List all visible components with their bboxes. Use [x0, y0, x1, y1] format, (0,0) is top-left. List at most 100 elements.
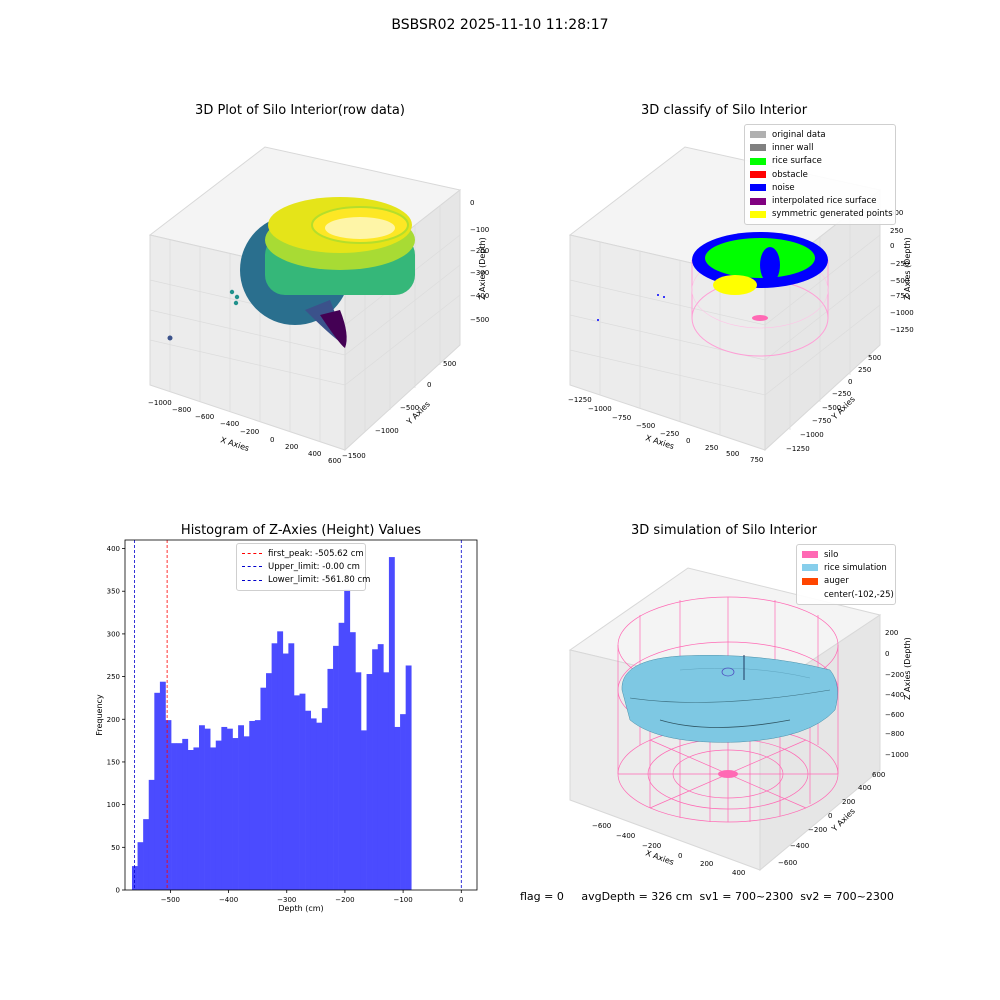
legend-item: symmetric generated points [750, 208, 893, 221]
histogram-bar [333, 645, 339, 890]
p4-y-tick: 400 [858, 784, 871, 792]
p2-z-tick: −500 [890, 277, 909, 285]
p4-z-tick: −600 [885, 711, 904, 719]
histogram-bar [305, 710, 312, 890]
histogram-bar [266, 673, 272, 890]
p2-y-tick: −500 [822, 404, 841, 412]
p2-y-tick: 250 [858, 366, 871, 374]
x-tick-label: 0 [459, 896, 463, 904]
p4-x-label: X Axies [644, 848, 675, 867]
simulation-3d-plot: 200 0 −200 −400 −600 −800 −1000 Z Axies … [568, 567, 912, 877]
p4-y-tick: 200 [842, 798, 855, 806]
histogram-bar [154, 692, 161, 890]
p2-y-tick: −1250 [786, 445, 810, 453]
histogram-bar [383, 672, 390, 890]
p4-x-tick: −200 [642, 842, 661, 850]
x-tick-label: −100 [393, 896, 412, 904]
p2-x-tick: 0 [686, 437, 690, 445]
legend-swatch [750, 131, 766, 139]
p1-z-tick: −100 [470, 226, 489, 234]
histogram-bar [210, 747, 217, 890]
legend-item: auger [802, 575, 890, 588]
histogram-bar [187, 750, 194, 890]
p4-z-tick: −200 [885, 671, 904, 679]
rice-surface [621, 655, 838, 743]
legend-swatch [750, 210, 766, 218]
y-tick-label: 400 [107, 545, 120, 553]
histogram-bar [131, 866, 138, 890]
histogram-title: Histogram of Z-Axies (Height) Values [180, 523, 422, 538]
y-tick-label: 0 [116, 887, 120, 895]
p1-y-tick: −1500 [342, 452, 366, 460]
histogram-bar [405, 665, 412, 890]
histogram-bars [131, 557, 412, 890]
legend-label: original data [772, 129, 826, 140]
legend-item: rice surface [750, 155, 890, 168]
p1-x-tick: −800 [172, 406, 191, 414]
legend-label: obstacle [772, 169, 808, 180]
p1-x-tick: 400 [308, 450, 321, 458]
legend-item: center(-102,-25) [802, 588, 894, 601]
histogram-bar [277, 631, 284, 890]
legend-line [242, 579, 262, 581]
plot-frame [124, 539, 478, 891]
histogram-bar [316, 722, 323, 890]
p1-z-tick: −200 [470, 247, 489, 255]
histogram-bar [321, 708, 328, 890]
p1-z-tick: −400 [470, 292, 489, 300]
y-tick-label: 200 [107, 716, 120, 724]
panel4-title: 3D simulation of Silo Interior [631, 523, 817, 538]
p4-z-tick: −400 [885, 691, 904, 699]
p2-z-tick: −750 [890, 292, 909, 300]
histogram-bar [400, 714, 406, 890]
legend-item: inner wall [750, 141, 890, 154]
legend-swatch [802, 564, 818, 572]
histogram-bar [165, 720, 172, 890]
histogram-bar [282, 653, 289, 890]
y-tick-label: 250 [107, 673, 120, 681]
legend-label: rice surface [772, 156, 822, 167]
legend-swatch [750, 171, 766, 179]
p1-y-tick: −500 [400, 404, 419, 412]
p1-x-tick: −200 [240, 428, 259, 436]
p4-y-label: Y Axies [829, 807, 857, 835]
raw-data-3d-plot: 0 −100 −200 −300 −400 −500 Z Axies (Dept… [148, 146, 489, 465]
histogram-bar [137, 842, 144, 890]
legend-item: obstacle [750, 168, 890, 181]
p1-x-tick: 600 [328, 457, 341, 465]
p2-z-tick: −1250 [890, 326, 914, 334]
histogram-bar [338, 622, 345, 890]
histogram-bar [182, 738, 189, 890]
legend-line [242, 553, 262, 555]
p1-z-tick: −500 [470, 316, 489, 324]
p4-x-tick: 200 [700, 860, 713, 868]
histogram-bar [388, 557, 395, 890]
legend-line [242, 566, 262, 568]
histogram-bar [327, 668, 334, 890]
histogram-bar [299, 693, 306, 890]
histogram-legend: first_peak: -505.62 cm Upper_limit: -0.0… [236, 543, 370, 591]
figure-title: BSBSR02 2025-11-10 11:28:17 [391, 17, 609, 33]
histogram-bar [355, 672, 362, 890]
p4-z-tick: −1000 [885, 751, 909, 759]
histogram-bar [193, 747, 200, 890]
p2-y-tick: 500 [868, 354, 881, 362]
p2-z-tick: 250 [890, 227, 903, 235]
histogram-bar [394, 726, 401, 890]
p2-x-tick: −250 [660, 430, 679, 438]
histogram-bar [344, 589, 351, 890]
p2-x-tick: −1000 [588, 405, 612, 413]
histogram-bar [204, 728, 211, 890]
histogram-bar [360, 730, 367, 890]
x-tick-label: −300 [277, 896, 296, 904]
p1-z-tick: −300 [470, 269, 489, 277]
legend-item: interpolated rice surface [750, 194, 890, 207]
x-tick-label: −200 [335, 896, 354, 904]
legend-item: first_peak: -505.62 cm [242, 547, 364, 560]
p4-x-tick: −600 [592, 822, 611, 830]
panel1-title: 3D Plot of Silo Interior(row data) [195, 103, 405, 118]
p2-x-tick: −500 [636, 422, 655, 430]
p2-y-tick: −750 [812, 417, 831, 425]
histogram-bar [271, 643, 278, 890]
p2-z-tick: −250 [890, 260, 909, 268]
